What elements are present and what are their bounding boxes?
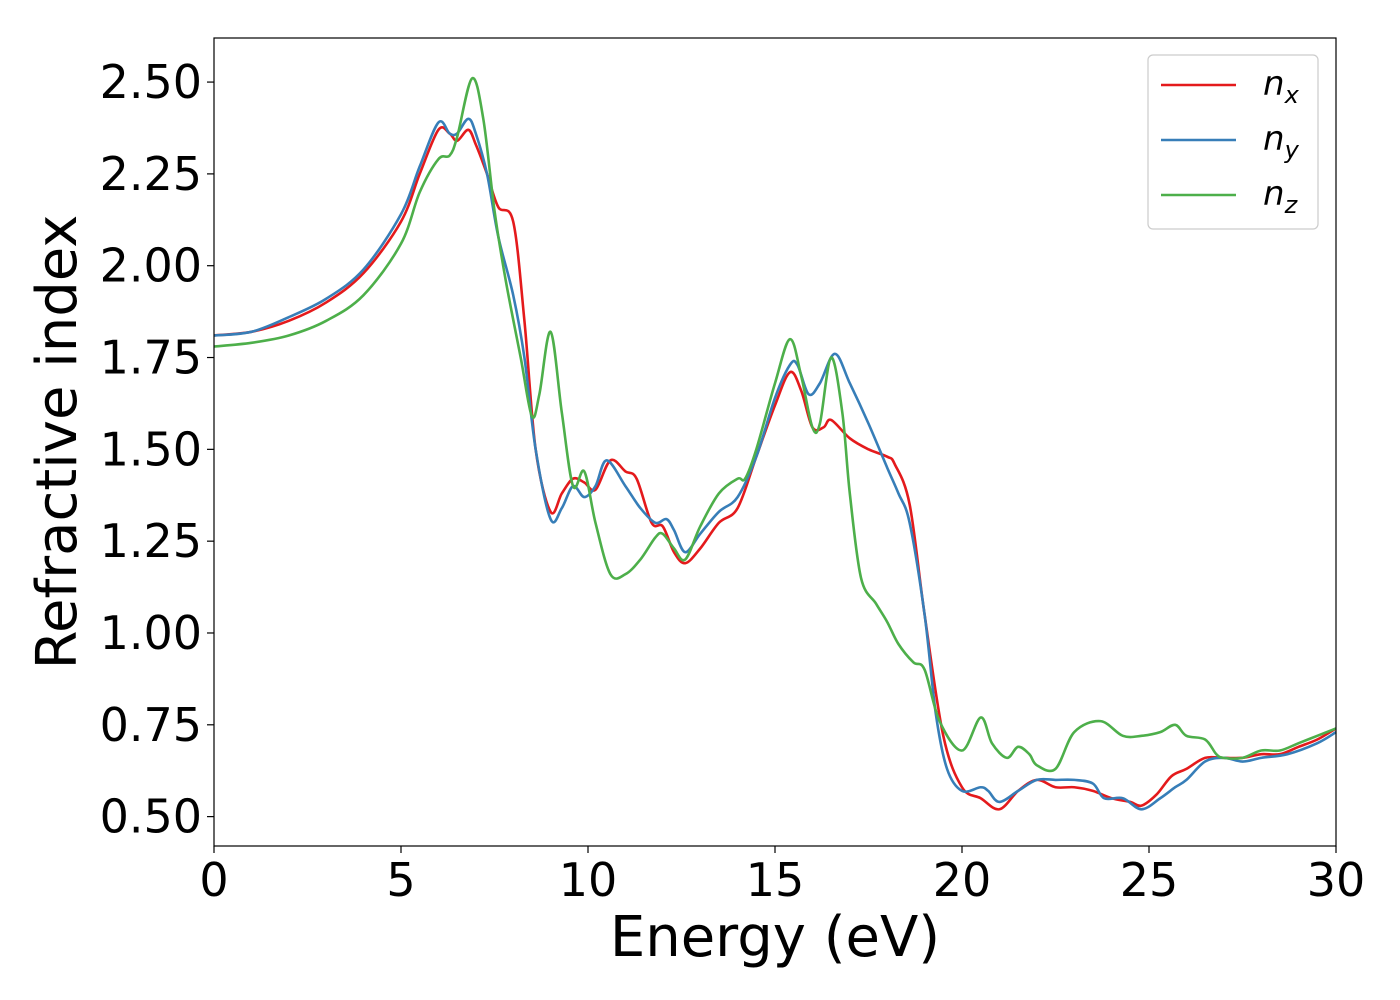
y-tick-label: 1.75	[100, 331, 202, 385]
x-axis-title: Energy (eV)	[610, 905, 940, 970]
x-tick-label: 10	[559, 853, 618, 907]
y-tick-label: 2.25	[100, 147, 202, 201]
legend-label-n_z: nz	[1263, 174, 1299, 219]
legend: nx ny nz	[1147, 54, 1319, 230]
y-tick-label: 1.25	[100, 514, 202, 568]
y-tick-label: 1.50	[100, 422, 202, 476]
series-lines	[213, 77, 1337, 811]
series-line-n_y	[213, 117, 1337, 811]
y-tick-label: 1.00	[100, 606, 202, 660]
axis-ticks: 0 5 10 15 20 25 30 0.50 0.75 1.00 1.25 1.50 1.75 2.00…	[100, 55, 1366, 907]
y-tick-label: 2.00	[100, 239, 202, 293]
x-tick-label: 5	[386, 853, 415, 907]
x-tick-label: 15	[746, 853, 805, 907]
x-tick-label: 25	[1120, 853, 1179, 907]
y-tick-label: 2.50	[100, 55, 202, 109]
legend-box	[1147, 54, 1319, 230]
legend-label-n_x: nx	[1263, 64, 1300, 109]
y-tick-label: 0.75	[100, 698, 202, 752]
x-tick-label: 20	[933, 853, 992, 907]
y-tick-label: 0.50	[100, 790, 202, 844]
x-tick-label: 0	[199, 853, 228, 907]
x-tick-label: 30	[1307, 853, 1366, 907]
series-line-n_x	[213, 126, 1337, 811]
series-line-n_z	[213, 77, 1337, 773]
legend-label-n_y: ny	[1263, 119, 1300, 164]
y-axis-title: Refractive index	[25, 215, 90, 670]
